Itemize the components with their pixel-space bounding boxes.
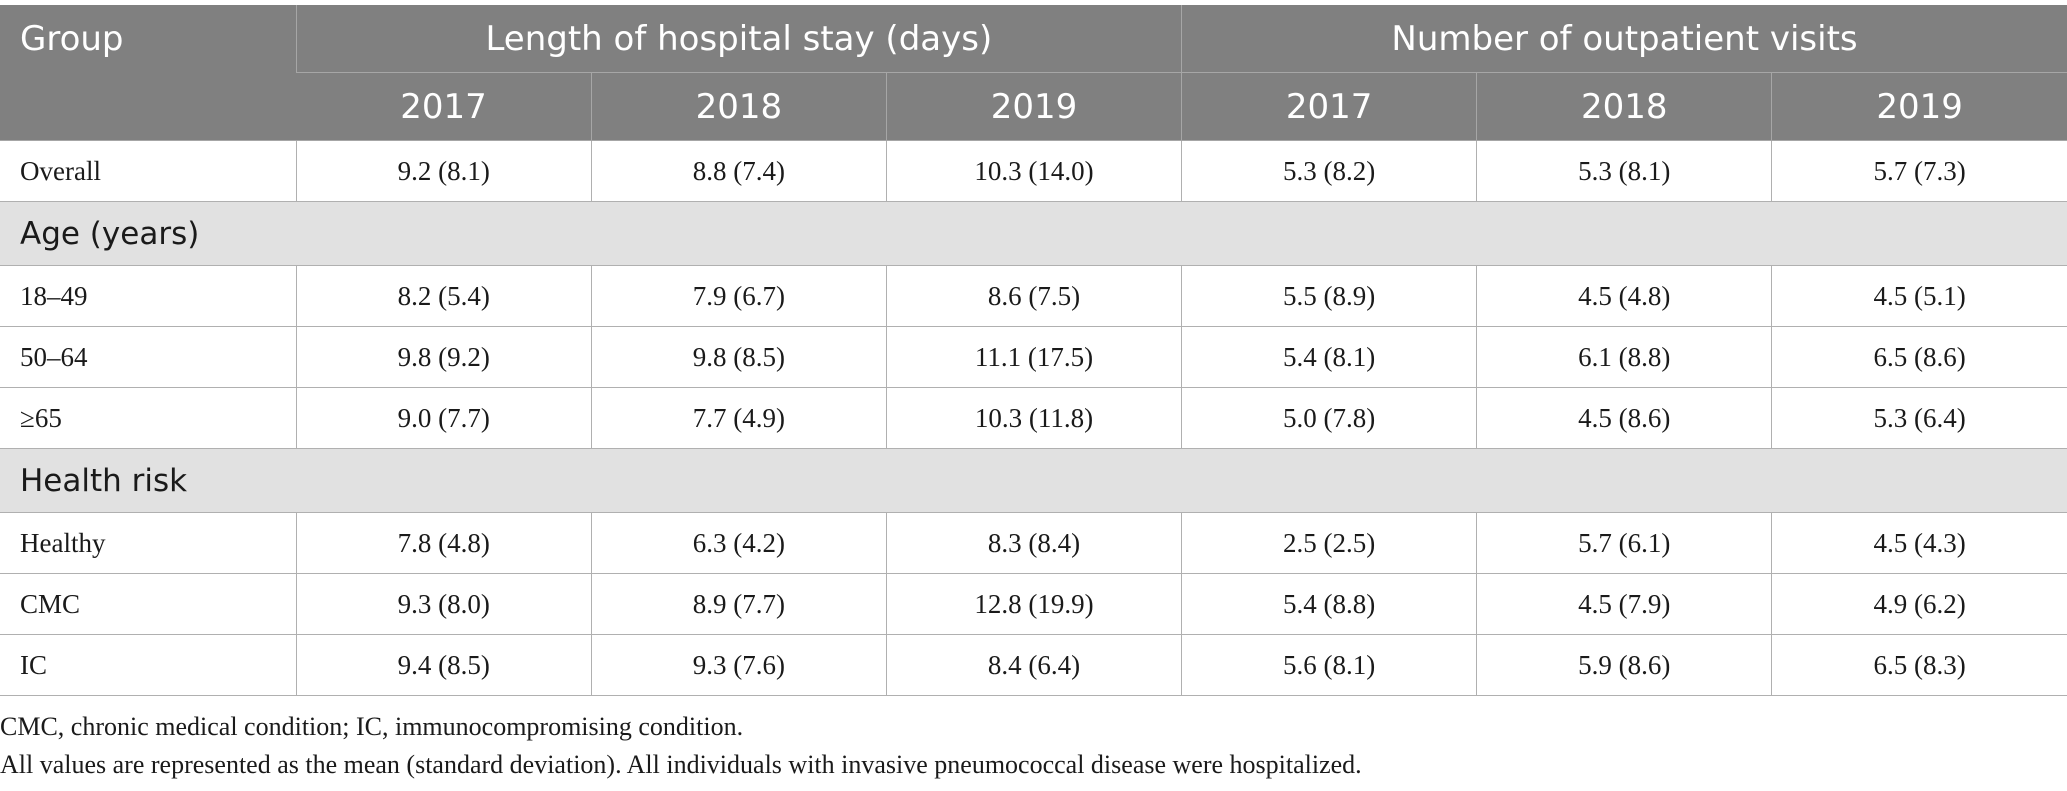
table-row-age-50-64: 50–64 9.8 (9.2) 9.8 (8.5) 11.1 (17.5) 5.… — [0, 326, 2067, 388]
table-row-overall: Overall 9.2 (8.1) 8.8 (7.4) 10.3 (14.0) … — [0, 140, 2067, 202]
year-header: 2019 — [1771, 72, 2067, 141]
table-cell: 5.3 (6.4) — [1771, 387, 2067, 449]
table-cell: 4.5 (8.6) — [1476, 387, 1772, 449]
table-cell: 9.8 (8.5) — [590, 326, 887, 388]
section-row-health-risk: Health risk — [0, 448, 2067, 513]
table-cell: 6.3 (4.2) — [590, 512, 887, 574]
table-cell: 9.3 (8.0) — [295, 573, 592, 635]
table-cell: 4.5 (5.1) — [1771, 265, 2067, 327]
table-body: Overall 9.2 (8.1) 8.8 (7.4) 10.3 (14.0) … — [0, 140, 2067, 696]
row-label: Overall — [0, 140, 297, 202]
table-cell: 8.4 (6.4) — [885, 634, 1182, 696]
table-cell: 6.1 (8.8) — [1476, 326, 1772, 388]
table-row-age-65-plus: ≥65 9.0 (7.7) 7.7 (4.9) 10.3 (11.8) 5.0 … — [0, 387, 2067, 449]
table-cell: 5.7 (7.3) — [1771, 140, 2067, 202]
table-cell: 9.2 (8.1) — [295, 140, 592, 202]
outpatient-visits-header: Number of outpatient visits — [1181, 5, 2067, 73]
table-cell: 5.7 (6.1) — [1476, 512, 1772, 574]
table-header: Group Length of hospital stay (days) Num… — [0, 5, 2067, 141]
year-header: 2017 — [1181, 72, 1477, 141]
table-cell: 5.6 (8.1) — [1181, 634, 1477, 696]
table-cell: 9.4 (8.5) — [295, 634, 592, 696]
table-cell: 2.5 (2.5) — [1181, 512, 1477, 574]
table-container: Group Length of hospital stay (days) Num… — [0, 5, 2067, 784]
header-row-1: Group Length of hospital stay (days) Num… — [0, 5, 2067, 141]
table-cell: 5.5 (8.9) — [1181, 265, 1477, 327]
table-cell: 8.3 (8.4) — [885, 512, 1182, 574]
data-table: Group Length of hospital stay (days) Num… — [0, 5, 2067, 696]
table-cell: 6.5 (8.6) — [1771, 326, 2067, 388]
table-cell: 5.3 (8.2) — [1181, 140, 1477, 202]
table-cell: 4.5 (7.9) — [1476, 573, 1772, 635]
table-cell: 12.8 (19.9) — [885, 573, 1182, 635]
table-cell: 7.7 (4.9) — [590, 387, 887, 449]
table-cell: 5.9 (8.6) — [1476, 634, 1772, 696]
section-label: Age (years) — [0, 201, 2067, 266]
table-cell: 8.9 (7.7) — [590, 573, 887, 635]
table-cell: 9.8 (9.2) — [295, 326, 592, 388]
table-cell: 5.4 (8.8) — [1181, 573, 1477, 635]
table-cell: 8.8 (7.4) — [590, 140, 887, 202]
table-cell: 9.0 (7.7) — [295, 387, 592, 449]
table-cell: 4.5 (4.8) — [1476, 265, 1772, 327]
table-cell: 7.8 (4.8) — [295, 512, 592, 574]
table-cell: 10.3 (14.0) — [885, 140, 1182, 202]
table-row-cmc: CMC 9.3 (8.0) 8.9 (7.7) 12.8 (19.9) 5.4 … — [0, 573, 2067, 635]
table-cell: 4.5 (4.3) — [1771, 512, 2067, 574]
year-header: 2019 — [885, 72, 1182, 141]
table-row-healthy: Healthy 7.8 (4.8) 6.3 (4.2) 8.3 (8.4) 2.… — [0, 512, 2067, 574]
table-footnotes: CMC, chronic medical condition; IC, immu… — [0, 708, 2067, 784]
table-cell: 6.5 (8.3) — [1771, 634, 2067, 696]
table-cell: 8.6 (7.5) — [885, 265, 1182, 327]
table-cell: 9.3 (7.6) — [590, 634, 887, 696]
section-label: Health risk — [0, 448, 2067, 513]
row-label: ≥65 — [0, 387, 297, 449]
table-cell: 5.3 (8.1) — [1476, 140, 1772, 202]
table-cell: 11.1 (17.5) — [885, 326, 1182, 388]
table-cell: 10.3 (11.8) — [885, 387, 1182, 449]
length-of-stay-header: Length of hospital stay (days) — [295, 5, 1182, 73]
table-row-ic: IC 9.4 (8.5) 9.3 (7.6) 8.4 (6.4) 5.6 (8.… — [0, 634, 2067, 696]
row-label: CMC — [0, 573, 297, 635]
group-header: Group — [0, 5, 297, 141]
table-cell: 5.0 (7.8) — [1181, 387, 1477, 449]
section-row-age: Age (years) — [0, 201, 2067, 266]
header-row-2: 2017 2018 2019 2017 2018 2019 — [0, 72, 2067, 141]
year-header: 2018 — [590, 72, 887, 141]
table-row-age-18-49: 18–49 8.2 (5.4) 7.9 (6.7) 8.6 (7.5) 5.5 … — [0, 265, 2067, 327]
row-label: 18–49 — [0, 265, 297, 327]
row-label: IC — [0, 634, 297, 696]
table-cell: 4.9 (6.2) — [1771, 573, 2067, 635]
table-cell: 8.2 (5.4) — [295, 265, 592, 327]
row-label: Healthy — [0, 512, 297, 574]
table-cell: 7.9 (6.7) — [590, 265, 887, 327]
table-cell: 5.4 (8.1) — [1181, 326, 1477, 388]
footnote-abbreviations: CMC, chronic medical condition; IC, immu… — [0, 712, 744, 741]
footnote-values: All values are represented as the mean (… — [0, 750, 1362, 779]
year-header: 2017 — [296, 72, 592, 141]
row-label: 50–64 — [0, 326, 297, 388]
year-header: 2018 — [1476, 72, 1772, 141]
